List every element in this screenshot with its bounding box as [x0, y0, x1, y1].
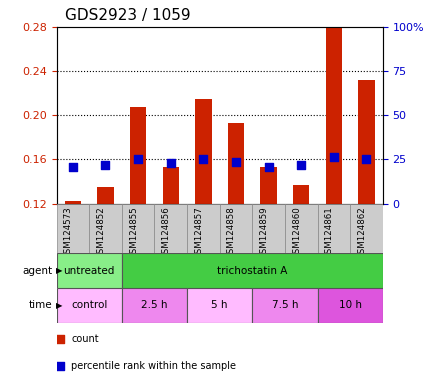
Text: untreated: untreated — [63, 266, 115, 276]
Text: 7.5 h: 7.5 h — [271, 300, 297, 310]
Bar — [56, 253, 122, 288]
Text: GDS2923 / 1059: GDS2923 / 1059 — [65, 8, 191, 23]
Bar — [358, 80, 374, 204]
Text: control: control — [71, 300, 107, 310]
Text: GSM124855: GSM124855 — [129, 206, 138, 259]
Text: GSM124859: GSM124859 — [259, 206, 268, 259]
Point — [69, 164, 76, 170]
Text: ▶: ▶ — [56, 301, 62, 310]
Bar — [260, 167, 276, 204]
Bar — [252, 204, 284, 253]
Bar — [195, 99, 211, 204]
Text: GSM124573: GSM124573 — [64, 206, 73, 259]
Bar — [187, 288, 252, 323]
Bar — [349, 204, 382, 253]
Bar — [325, 22, 341, 204]
Text: GSM124857: GSM124857 — [194, 206, 203, 259]
Bar — [317, 204, 349, 253]
Text: GSM124856: GSM124856 — [161, 206, 170, 259]
Point — [167, 160, 174, 166]
Bar — [154, 204, 187, 253]
Text: GSM124861: GSM124861 — [324, 206, 333, 259]
Point — [265, 164, 272, 170]
Text: trichostatin A: trichostatin A — [217, 266, 287, 276]
Text: agent: agent — [22, 266, 52, 276]
Text: GSM124858: GSM124858 — [227, 206, 235, 259]
Bar — [219, 204, 252, 253]
Text: 2.5 h: 2.5 h — [141, 300, 167, 310]
Point — [232, 159, 239, 165]
Bar — [122, 204, 154, 253]
Point — [297, 162, 304, 168]
Bar — [89, 204, 122, 253]
Point — [102, 162, 108, 168]
Bar — [284, 204, 317, 253]
Bar — [130, 108, 146, 204]
Text: count: count — [71, 334, 99, 344]
Text: GSM124860: GSM124860 — [292, 206, 300, 259]
Text: percentile rank within the sample: percentile rank within the sample — [71, 361, 236, 371]
Point — [362, 156, 369, 162]
Text: 10 h: 10 h — [338, 300, 361, 310]
Bar — [56, 288, 122, 323]
Bar — [187, 204, 219, 253]
Bar — [252, 288, 317, 323]
Point — [330, 154, 337, 160]
Point — [56, 336, 63, 342]
Bar — [122, 288, 187, 323]
Bar — [65, 201, 81, 204]
Bar — [56, 204, 89, 253]
Bar — [162, 167, 178, 204]
Text: ▶: ▶ — [56, 266, 62, 275]
Text: 5 h: 5 h — [211, 300, 227, 310]
Bar — [97, 187, 113, 204]
Point — [56, 362, 63, 369]
Point — [199, 156, 207, 162]
Text: GSM124862: GSM124862 — [357, 206, 365, 259]
Bar — [227, 123, 243, 204]
Bar — [293, 185, 309, 204]
Text: time: time — [29, 300, 52, 310]
Point — [135, 156, 141, 162]
Bar — [317, 288, 382, 323]
Bar — [122, 253, 382, 288]
Text: GSM124852: GSM124852 — [96, 206, 105, 259]
